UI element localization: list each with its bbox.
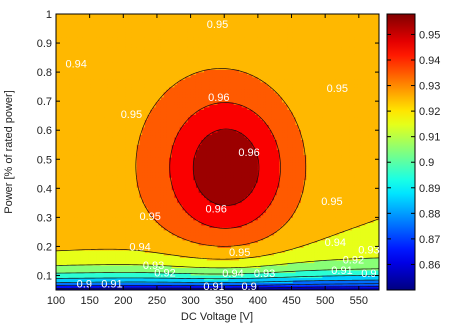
y-tick-label: 0.5 [37,154,52,166]
contour-line [56,283,379,286]
x-tick-label: 250 [148,295,166,307]
contour-bands [56,14,379,290]
colorbar-tick-label: 0.89 [419,183,440,195]
y-tick-label: 0.4 [37,183,52,195]
contour-label: 0.96 [205,204,226,216]
contour-label: 0.95 [321,196,342,208]
y-tick-label: 0.1 [37,270,52,282]
x-tick-label: 300 [181,295,199,307]
y-tick-label: 0.8 [37,67,52,79]
contour-labels: 0.95 0.94 0.95 0.96 0.95 0.96 0.95 0.96 0.95 0.94… [65,19,379,293]
contour-line [56,268,379,275]
y-tick-label: 0.9 [37,38,52,50]
contour-label: 0.96 [208,92,229,104]
contour-label: 0.94 [325,237,346,249]
x-tick-label: 100 [47,295,65,307]
colorbar-tick-label: 0.87 [419,234,440,246]
colorbar-tick-label: 0.94 [419,55,440,67]
contour-line [192,128,260,206]
y-tick-label: 1 [46,9,52,21]
contour-label: 0.91 [101,279,122,291]
contour-label: 0.95 [229,247,250,259]
colorbar-ticks: 0.86 0.87 0.88 0.89 0.9 0.91 0.92 0.93 0.94 0.95 [387,29,440,271]
x-tick-label: 500 [316,295,334,307]
contour-label: 0.93 [358,244,379,256]
colorbar-tick-label: 0.86 [419,259,440,271]
contour-label: 0.96 [238,147,259,159]
contour-label: 0.95 [139,211,160,223]
contour-label: 0.94 [222,268,243,280]
x-tick-label: 550 [350,295,368,307]
x-tick-label: 450 [282,295,300,307]
contour-label: 0.92 [154,268,175,280]
colorbar: 0.86 0.87 0.88 0.89 0.9 0.91 0.92 0.93 0.94 0.95 [386,13,440,291]
contour-label: 0.95 [327,83,348,95]
y-axis-ticks: 0.10.20.30.40.50.60.70.80.91 [37,9,379,282]
contour-label: 0.9 [361,268,376,280]
colorbar-tick-label: 0.92 [419,106,440,118]
contour-label: 0.94 [129,241,150,253]
colorbar-gradient [386,13,416,291]
contour-line [56,286,379,289]
contour-line [56,257,379,269]
contour-line [169,102,281,229]
contour-label: 0.95 [121,109,142,121]
colorbar-tick-label: 0.95 [419,29,440,41]
x-axis-label: DC Voltage [V] [181,311,253,323]
y-tick-label: 0.3 [37,212,52,224]
x-tick-label: 200 [114,295,132,307]
contour-label: 0.9 [241,281,256,293]
contour-label: 0.9 [77,279,92,291]
contour-line [56,274,379,280]
contour-line [56,218,379,260]
plot-area [56,14,379,290]
contour-label: 0.95 [207,19,228,31]
y-tick-label: 0.7 [37,96,52,108]
colorbar-tick-label: 0.9 [419,157,434,169]
x-tick-label: 400 [249,295,267,307]
contour-line [135,68,307,247]
contour-lines [56,68,379,289]
colorbar-tick-label: 0.88 [419,208,440,220]
colorbar-tick-label: 0.91 [419,132,440,144]
x-tick-label: 150 [80,295,98,307]
contour-line [56,279,379,283]
colorbar-tick-label: 0.93 [419,81,440,93]
contour-label: 0.93 [143,260,164,272]
y-tick-label: 0.2 [37,241,52,253]
x-tick-label: 350 [215,295,233,307]
y-axis-label: Power [% of rated power] [3,90,15,214]
contour-label: 0.91 [331,265,352,277]
contour-label: 0.93 [254,268,275,280]
contour-label: 0.91 [203,281,224,293]
y-tick-label: 0.6 [37,125,52,137]
contour-label: 0.94 [65,58,86,70]
x-axis-ticks: 100 150 200 250 300 350 400 450 500 550 [47,14,368,307]
plot-frame [55,13,380,291]
contour-label: 0.92 [343,255,364,267]
